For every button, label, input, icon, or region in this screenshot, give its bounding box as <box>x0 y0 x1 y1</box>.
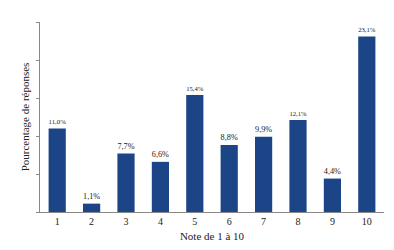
svg-text:Note de 1 à 10: Note de 1 à 10 <box>180 230 245 242</box>
svg-text:4: 4 <box>158 216 163 227</box>
svg-text:15,4%: 15,4% <box>186 85 204 92</box>
svg-text:23,1%: 23,1% <box>358 26 376 33</box>
svg-text:12,1%: 12,1% <box>289 110 307 117</box>
svg-text:7,7%: 7,7% <box>117 142 134 151</box>
svg-text:4,4%: 4,4% <box>324 167 341 176</box>
svg-text:10: 10 <box>362 216 372 227</box>
svg-text:3: 3 <box>124 216 129 227</box>
svg-text:1,1%: 1,1% <box>83 192 100 201</box>
svg-text:6: 6 <box>227 216 232 227</box>
svg-text:5: 5 <box>192 216 197 227</box>
svg-text:1: 1 <box>55 216 60 227</box>
svg-text:11,0%: 11,0% <box>49 118 67 125</box>
svg-text:2: 2 <box>89 216 94 227</box>
svg-text:8,8%: 8,8% <box>221 133 238 142</box>
svg-text:9: 9 <box>330 216 335 227</box>
svg-text:Pourcentage de réponses: Pourcentage de réponses <box>19 63 31 172</box>
svg-text:8: 8 <box>296 216 301 227</box>
svg-text:6,6%: 6,6% <box>152 150 169 159</box>
svg-text:9,9%: 9,9% <box>255 125 272 134</box>
svg-text:7: 7 <box>261 216 266 227</box>
